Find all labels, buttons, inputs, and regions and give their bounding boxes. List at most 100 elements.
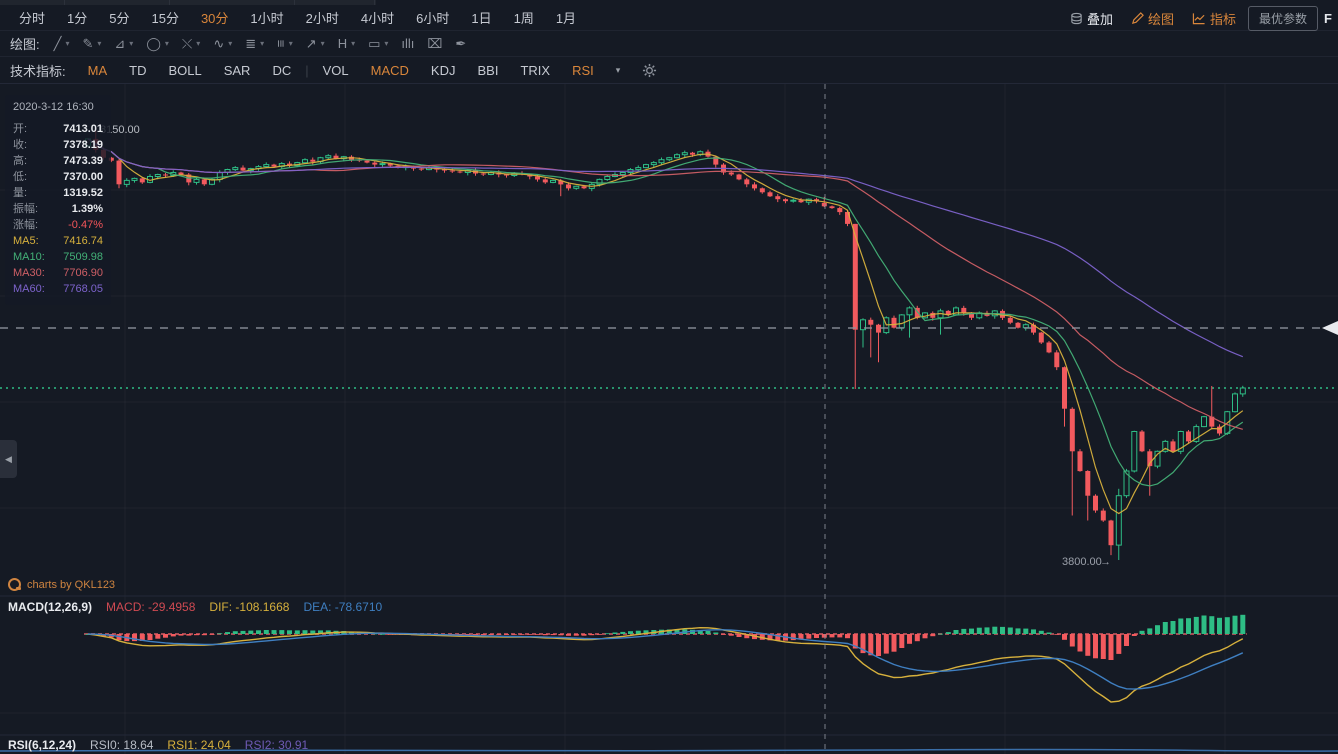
- rsi0-value: RSI0: 18.64: [90, 738, 154, 752]
- rsi2-value: RSI2: 30.91: [244, 738, 309, 752]
- horizontal-segment-tool[interactable]: H ▾: [338, 37, 355, 50]
- indicator-kdj[interactable]: KDJ: [430, 62, 456, 78]
- dea-value: DEA: -78.6710: [303, 600, 383, 614]
- indicator-sub-list: VOL MACD KDJ BBI TRIX RSI: [315, 61, 602, 80]
- top-edge-remnant: [0, 0, 376, 5]
- indicator-main-list: MA TD BOLL SAR DC: [80, 61, 300, 80]
- crossing-lines-tool-icon: ⤬: [181, 36, 193, 51]
- timeframe-6小时[interactable]: 6小时: [416, 11, 450, 26]
- chart-line-icon: [1192, 12, 1205, 24]
- eraser-tool[interactable]: ✒: [455, 37, 466, 50]
- svg-text:3800.00: 3800.00: [1062, 556, 1102, 568]
- draw-label: 绘图: [1147, 11, 1174, 27]
- indicator-trix[interactable]: TRIX: [520, 62, 551, 78]
- measure-tool-icon: ıllı: [401, 36, 415, 51]
- trend-line-tool-icon: ╱: [53, 36, 62, 51]
- wave-tool-icon: ∿: [213, 36, 225, 51]
- wave-tool[interactable]: ∿ ▾: [213, 37, 232, 50]
- timeframe-1周[interactable]: 1周: [513, 11, 534, 26]
- watermark-text: charts by QKL123: [27, 578, 116, 591]
- rsi-name: RSI(6,12,24): [8, 738, 77, 752]
- horizontal-segment-tool-caret[interactable]: ▾: [351, 38, 356, 48]
- indicator-more-caret[interactable]: ▾: [615, 64, 621, 75]
- tooltip-label: 收:: [13, 139, 28, 151]
- callout-tool[interactable]: ▭ ▾: [368, 37, 388, 50]
- tooltip-label: 高:: [13, 155, 28, 167]
- pencil-icon: [1131, 11, 1144, 24]
- flag-shape-tool[interactable]: ⊿ ▾: [114, 37, 133, 50]
- brush-tool-caret[interactable]: ▾: [97, 38, 102, 48]
- arrow-tool-caret[interactable]: ▾: [320, 38, 325, 48]
- crossing-lines-tool-caret[interactable]: ▾: [196, 38, 201, 48]
- tooltip-row-7: MA5: 7416.74: [13, 233, 103, 249]
- macd-name: MACD(12,26,9): [8, 600, 93, 614]
- indicator-vol[interactable]: VOL: [322, 62, 349, 78]
- trend-line-tool[interactable]: ╱ ▾: [54, 37, 70, 50]
- overlay-label: 叠加: [1086, 11, 1113, 27]
- indicator-sar[interactable]: SAR: [223, 62, 251, 78]
- timeframe-5分[interactable]: 5分: [109, 11, 130, 26]
- tooltip-row-9: MA30: 7706.90: [13, 265, 103, 281]
- tooltip-label: 低:: [13, 171, 28, 183]
- vertical-lines-tool-caret[interactable]: ▾: [288, 38, 293, 48]
- timeframe-2小时[interactable]: 2小时: [305, 11, 339, 26]
- arrow-tool[interactable]: ↗ ▾: [306, 37, 325, 50]
- wave-tool-caret[interactable]: ▾: [228, 38, 233, 48]
- macd-pane-header: MACD(12,26,9) MACD: -29.4958 DIF: -108.1…: [8, 600, 382, 614]
- watermark: charts by QKL123: [8, 578, 115, 591]
- best-params-button[interactable]: 最优参数: [1247, 5, 1318, 31]
- draw-button[interactable]: 绘图: [1125, 7, 1180, 30]
- timeframe-1分[interactable]: 1分: [67, 11, 88, 26]
- main-chart[interactable]: 8150.00 3800.00 → 2020-3-12 16:30 开: 7413.0…: [0, 84, 1338, 754]
- drawing-toolbar: 绘图: ╱ ▾ ✎ ▾ ⊿ ▾ ◯ ▾ ⤬ ▾ ∿ ▾ ≣ ▾ ≡ ▾ ↗ ▾ H ▾ ▭ ▾ ıllı ⌧ ✒: [0, 31, 1338, 57]
- timeframe-15分[interactable]: 15分: [151, 11, 179, 26]
- measure-tool[interactable]: ıllı: [401, 37, 414, 50]
- timeframe-4小时[interactable]: 4小时: [360, 11, 395, 26]
- timeframe-分时[interactable]: 分时: [19, 11, 46, 26]
- tooltip-value: 7370.00: [63, 171, 103, 183]
- timeframe-1月[interactable]: 1月: [555, 11, 577, 26]
- indicator-boll[interactable]: BOLL: [168, 62, 202, 78]
- indicator-divider: |: [305, 62, 309, 78]
- tooltip-label: 量:: [13, 187, 28, 199]
- drawing-toolbar-label: 绘图:: [10, 37, 40, 52]
- tooltip-value: 7509.98: [63, 251, 103, 263]
- ellipse-tool[interactable]: ◯ ▾: [146, 37, 169, 50]
- tooltip-value: 7706.90: [63, 267, 103, 279]
- trend-line-tool-caret[interactable]: ▾: [65, 38, 70, 48]
- svg-text:→: →: [1100, 556, 1111, 568]
- rsi-pane-header: RSI(6,12,24) RSI0: 18.64 RSI1: 24.04 RSI…: [8, 738, 308, 752]
- flag-shape-tool-caret[interactable]: ▾: [129, 38, 134, 48]
- parallel-lines-tool[interactable]: ≣ ▾: [245, 37, 264, 50]
- gear-icon[interactable]: [642, 63, 657, 78]
- indicator-toolbar: 技术指标: MA TD BOLL SAR DC | VOL MACD KDJ BBI TRIX R…: [0, 57, 1338, 84]
- indicator-bbi[interactable]: BBI: [477, 62, 499, 78]
- indicator-td[interactable]: TD: [129, 62, 147, 78]
- indicator-ma[interactable]: MA: [87, 62, 108, 78]
- tooltip-date: 2020-3-12 16:30: [13, 101, 94, 113]
- crossing-lines-tool[interactable]: ⤬ ▾: [182, 37, 200, 50]
- indicator-macd[interactable]: MACD: [370, 62, 409, 78]
- indicator-button[interactable]: 指标: [1186, 7, 1242, 30]
- horizontal-segment-tool-icon: H: [337, 36, 348, 51]
- indicator-toolbar-label: 技术指标:: [10, 63, 66, 79]
- timeframe-list: 分时 1分 5分 15分 30分 1小时 2小时 4小时 6小时 1日 1周 1月: [10, 6, 585, 29]
- indicator-rsi[interactable]: RSI: [572, 62, 594, 78]
- timeframe-1小时[interactable]: 1小时: [250, 11, 284, 26]
- vertical-lines-tool[interactable]: ≡ ▾: [273, 37, 293, 50]
- ellipse-tool-caret[interactable]: ▾: [164, 38, 169, 48]
- timeframe-30分[interactable]: 30分: [200, 11, 229, 26]
- parallel-lines-tool-caret[interactable]: ▾: [260, 38, 265, 48]
- brush-tool[interactable]: ✎ ▾: [82, 37, 101, 50]
- collapse-panel-button[interactable]: ◀: [0, 440, 17, 478]
- overlay-button[interactable]: 叠加: [1064, 7, 1119, 30]
- ohlc-tooltip: 2020-3-12 16:30 开: 7413.01 收: 7378.19 高: 7473…: [5, 95, 111, 305]
- tooltip-label: MA30:: [13, 267, 45, 279]
- tooltip-row-8: MA10: 7509.98: [13, 249, 103, 265]
- indicator-dc[interactable]: DC: [272, 62, 292, 78]
- rsi1-value: RSI1: 24.04: [167, 738, 231, 752]
- callout-tool-caret[interactable]: ▾: [384, 38, 389, 48]
- timeframe-1日[interactable]: 1日: [471, 11, 492, 26]
- delete-tool[interactable]: ⌧: [427, 37, 442, 50]
- qkl123-logo-icon: [8, 578, 21, 591]
